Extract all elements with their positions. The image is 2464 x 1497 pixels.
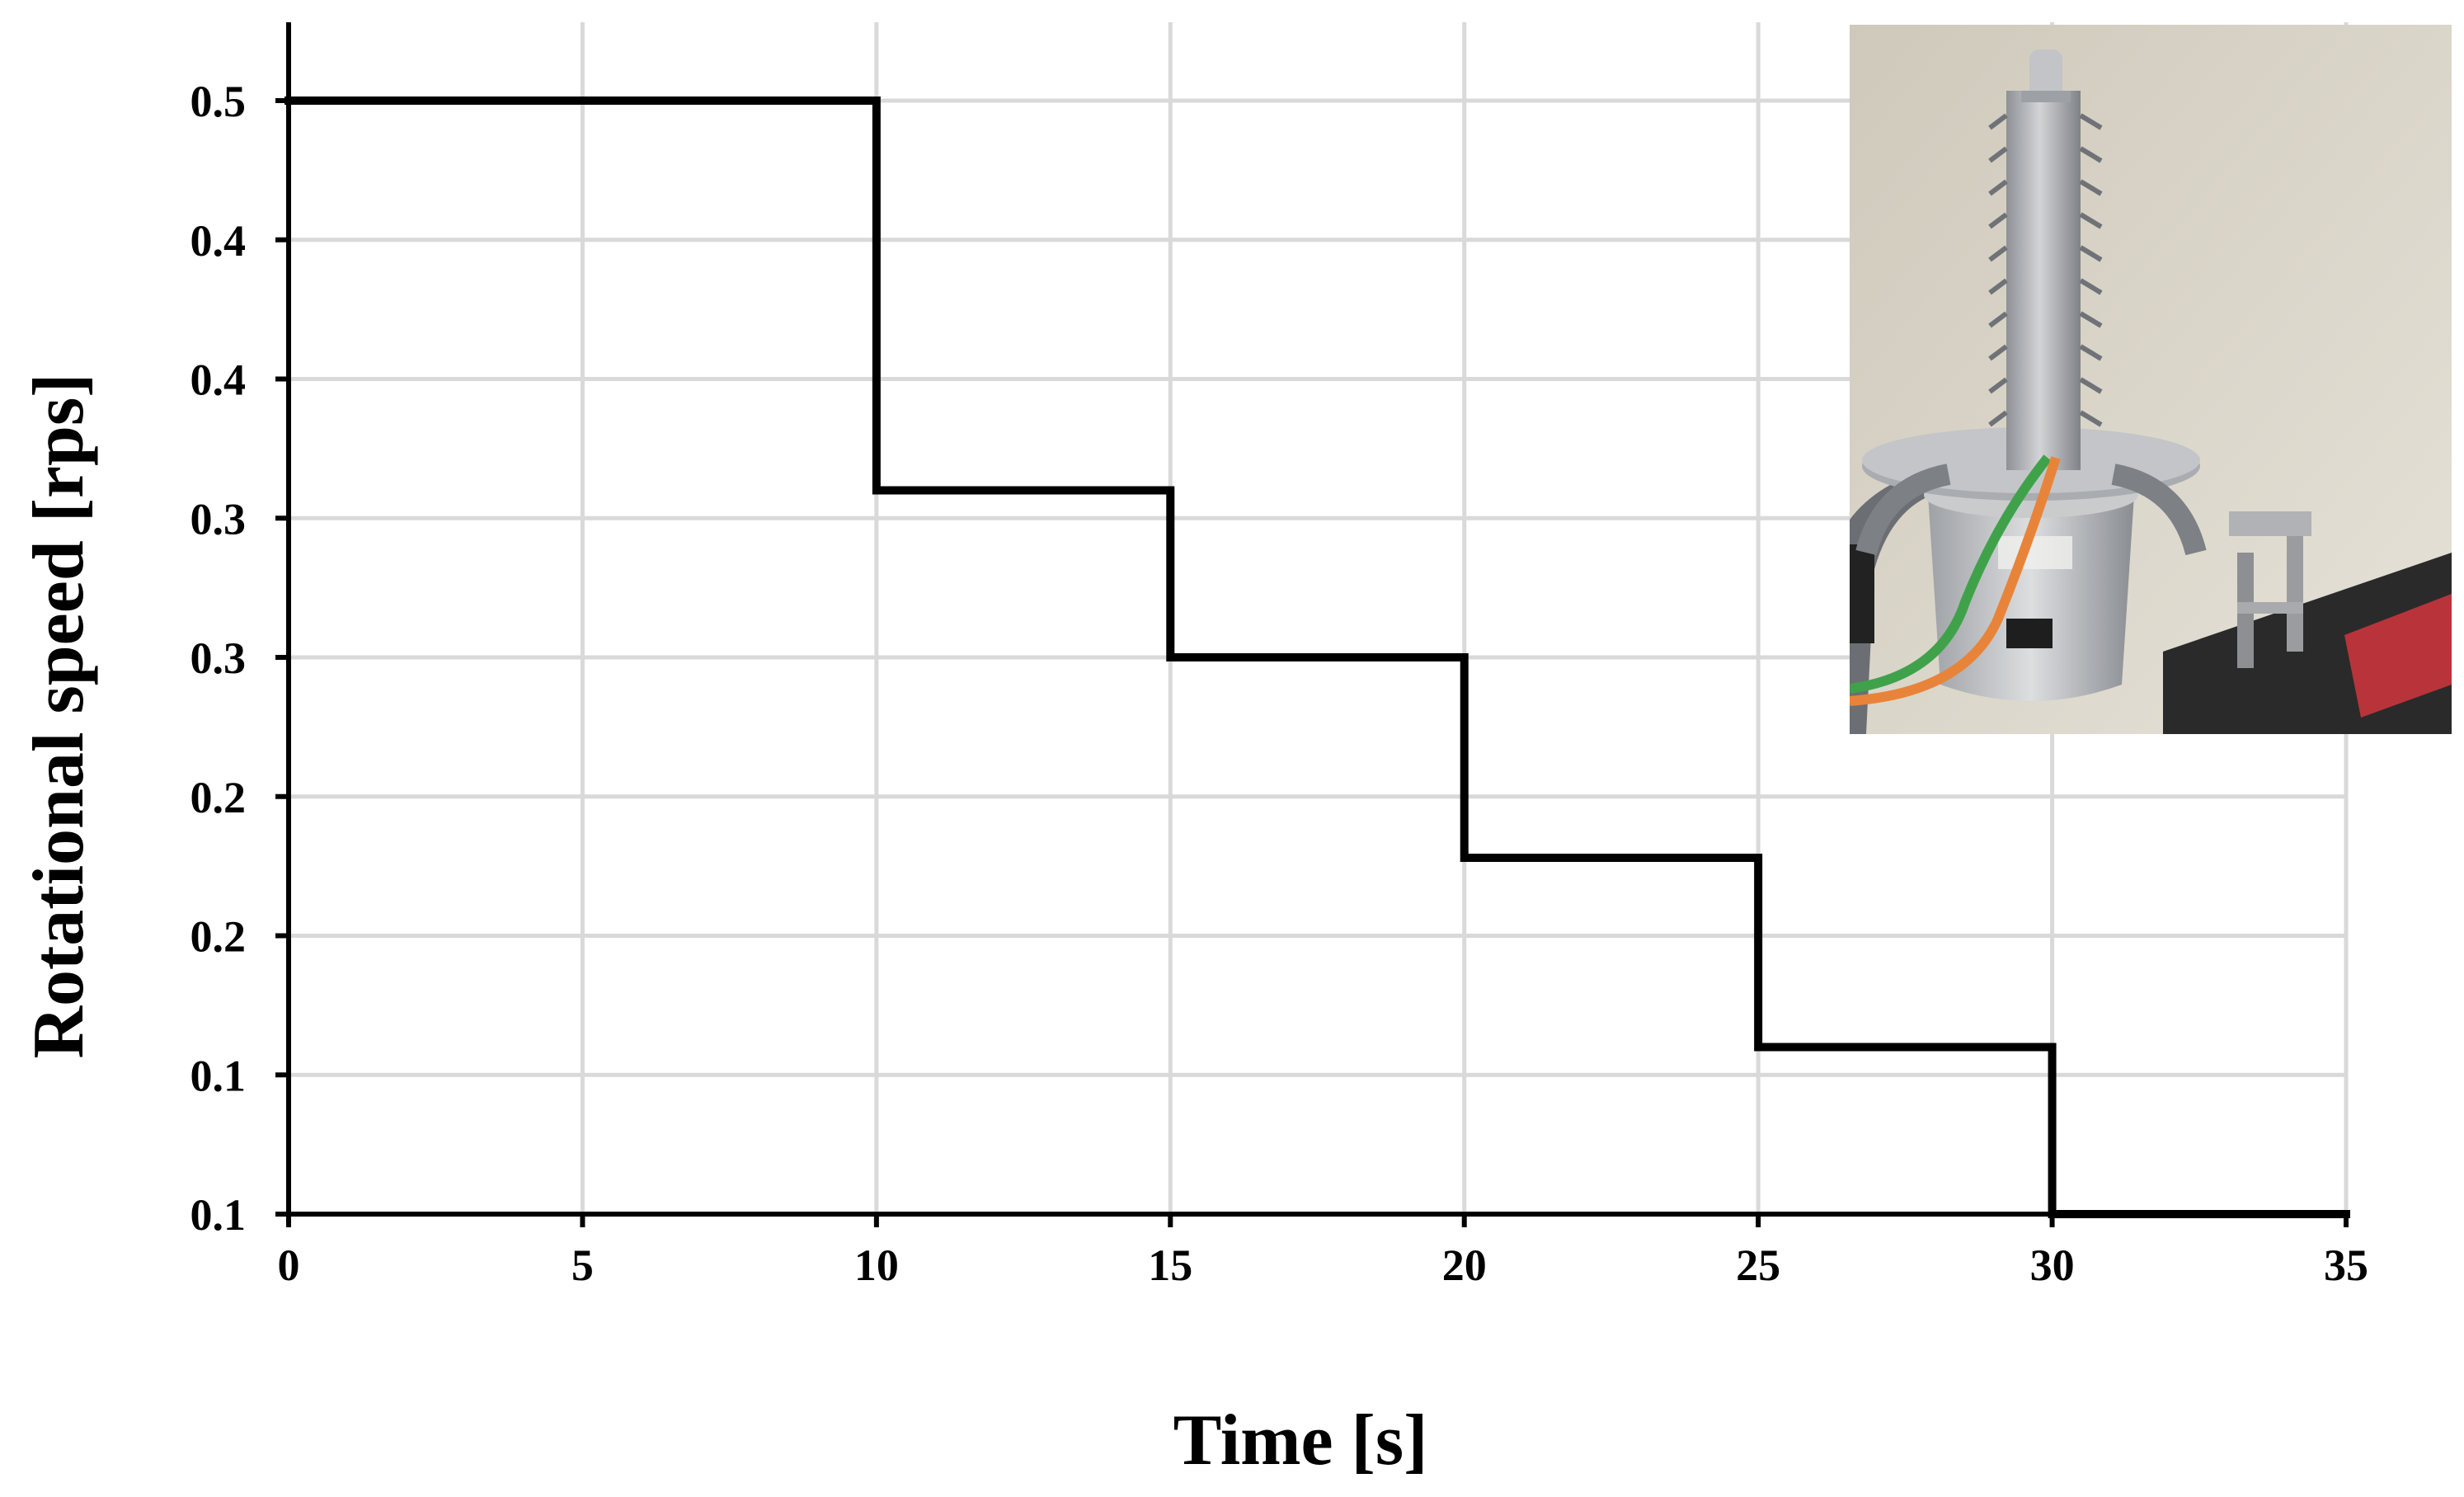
y-tick-label: 0.5	[190, 77, 247, 126]
y-tick-label: 0.3	[190, 633, 247, 683]
rotational-speed-step-line	[284, 97, 2350, 1218]
x-axis-title: Time [s]	[1173, 1400, 1428, 1481]
tick-labels: 0 5 10 15 20 25 30 35 0.1 0.1 0.2 0.2 0.3 0.3 0.4 0.4 0.…	[190, 77, 2369, 1290]
series	[284, 97, 2350, 1218]
y-tick-label: 0.1	[190, 1190, 247, 1240]
x-tick-label: 5	[571, 1240, 594, 1290]
x-tick-label: 0	[278, 1240, 300, 1290]
y-axis-title: Rotational speed [rps]	[19, 373, 99, 1058]
y-tick-label: 0.3	[190, 494, 247, 544]
y-tick-label: 0.4	[190, 216, 247, 266]
y-tick-label: 0.2	[190, 912, 247, 962]
axes	[275, 22, 2349, 1227]
y-tick-label: 0.4	[190, 355, 247, 405]
x-tick-label: 20	[1442, 1240, 1487, 1290]
x-tick-label: 10	[854, 1240, 899, 1290]
apparatus-photo-icon	[1850, 25, 2452, 734]
y-tick-label: 0.2	[190, 773, 247, 822]
x-tick-label: 35	[2324, 1240, 2368, 1290]
x-tick-label: 30	[2030, 1240, 2075, 1290]
x-tick-label: 15	[1148, 1240, 1192, 1290]
x-tick-label: 25	[1736, 1240, 1780, 1290]
y-tick-label: 0.1	[190, 1051, 247, 1100]
